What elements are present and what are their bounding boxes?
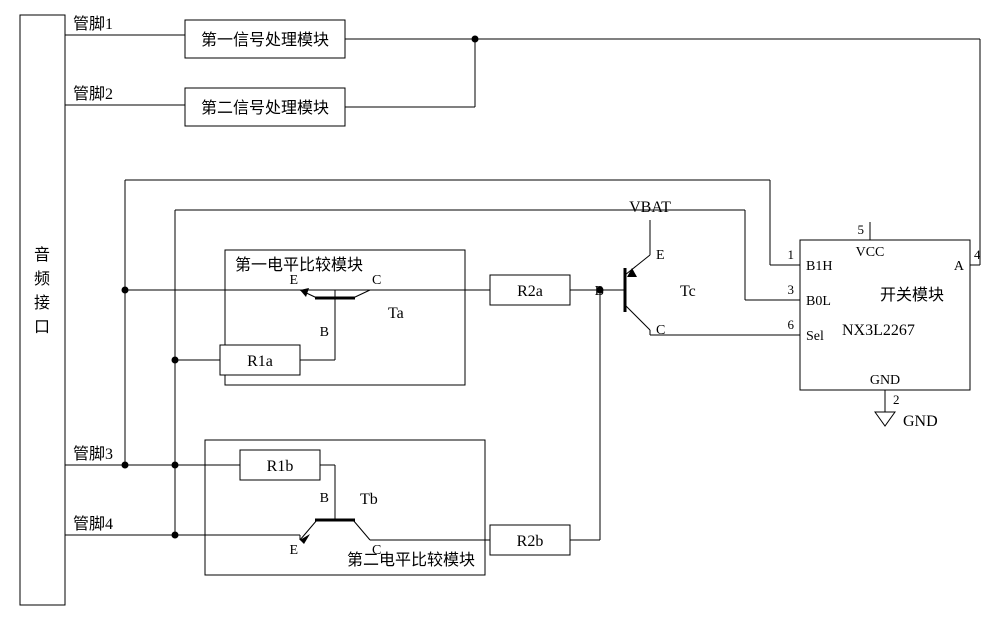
sig2-label: 第二信号处理模块: [201, 99, 329, 117]
cmp1-title: 第一电平比较模块: [235, 256, 363, 274]
: R1a: [247, 353, 273, 370]
switch-label: 开关模块: [880, 286, 944, 304]
pin-label: 管脚3: [73, 445, 113, 463]
: C: [656, 323, 665, 338]
: 3: [788, 282, 795, 297]
vbat-label: VBAT: [629, 199, 671, 216]
: C: [372, 273, 381, 288]
audio-interface-label: 音: [34, 246, 50, 264]
pin-label: 管脚4: [73, 515, 113, 533]
junction: [597, 287, 604, 294]
Tb-label: Tb: [360, 491, 378, 508]
audio-interface-label: 频: [34, 270, 50, 288]
wire: [625, 305, 650, 330]
: 5: [858, 222, 865, 237]
audio-interface-label: 接: [34, 294, 50, 312]
: C: [372, 543, 381, 558]
: E: [289, 543, 298, 558]
audio-interface-label: 口: [34, 319, 50, 336]
: 1: [788, 247, 795, 262]
: VCC: [856, 245, 885, 260]
cmp2-title: 第二电平比较模块: [347, 551, 475, 569]
: B1H: [806, 259, 832, 274]
: GND: [870, 373, 900, 388]
gnd-label: GND: [903, 413, 938, 430]
: R2b: [517, 533, 544, 550]
: B: [320, 491, 329, 506]
: R1b: [267, 458, 294, 475]
: E: [656, 248, 665, 263]
sig1-label: 第一信号处理模块: [201, 31, 329, 49]
Ta-label: Ta: [388, 305, 404, 322]
pin-label: 管脚1: [73, 15, 113, 33]
wire: [625, 255, 650, 275]
: 4: [974, 247, 981, 262]
: B: [320, 325, 329, 340]
: 2: [893, 392, 900, 407]
: R2a: [517, 283, 543, 300]
: Sel: [806, 329, 824, 344]
: A: [954, 259, 965, 274]
: 6: [788, 317, 795, 332]
: B0L: [806, 294, 831, 309]
pin-label: 管脚2: [73, 85, 113, 103]
switch-part: NX3L2267: [842, 322, 915, 339]
Tc-label: Tc: [680, 283, 696, 300]
: E: [289, 273, 298, 288]
